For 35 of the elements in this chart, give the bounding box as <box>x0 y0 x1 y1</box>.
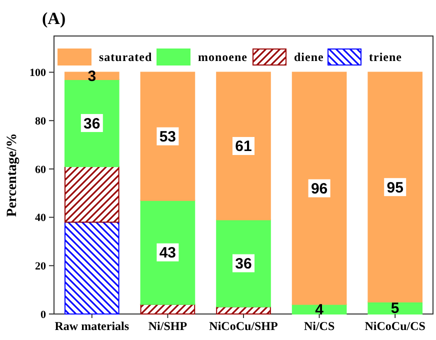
y-tick-label: 100 <box>30 67 46 80</box>
data-label: 43 <box>159 244 176 262</box>
x-tick-label: Ni/CS <box>304 319 335 333</box>
y-tick-label: 0 <box>40 308 46 321</box>
data-label: 36 <box>235 255 252 272</box>
y-tick-label: 60 <box>35 164 46 176</box>
chart-title: (A) <box>42 9 66 28</box>
bar <box>216 306 271 314</box>
x-tick-label: Ni/SHP <box>148 319 188 333</box>
bar <box>368 72 423 302</box>
legend-label: triene <box>369 50 402 64</box>
legend-label: saturated <box>99 50 152 64</box>
data-label: 4 <box>315 301 324 318</box>
x-tick-label: NiCoCu/CS <box>364 319 426 333</box>
x-tick-label: NiCoCu/SHP <box>209 319 278 333</box>
bar <box>216 219 271 308</box>
bar <box>140 200 196 305</box>
legend-label: diene <box>294 50 324 64</box>
data-label: 5 <box>390 300 400 318</box>
bar <box>64 222 120 314</box>
bar <box>292 72 347 305</box>
y-tick-label: 20 <box>35 260 46 272</box>
y-tick-label: 40 <box>35 212 46 224</box>
y-tick-label: 80 <box>35 115 46 128</box>
bar <box>64 166 120 223</box>
y-axis-title: Percentage/% <box>5 133 20 217</box>
data-label: 61 <box>235 138 252 156</box>
data-label: 95 <box>386 179 404 196</box>
x-tick-label: Raw materials <box>54 319 130 333</box>
data-label: 36 <box>84 115 100 132</box>
legend-label: monoene <box>198 50 248 64</box>
bar <box>216 72 271 220</box>
bar <box>140 72 196 201</box>
data-label: 53 <box>159 128 176 146</box>
data-label: 96 <box>310 180 328 198</box>
